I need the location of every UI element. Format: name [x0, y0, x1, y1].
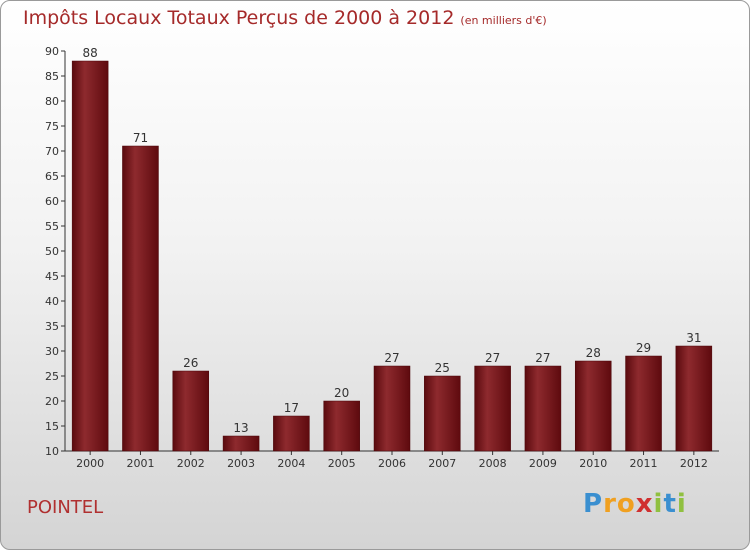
y-tick-label: 85: [45, 70, 59, 83]
x-tick-label: 2002: [177, 457, 205, 470]
logo-letter: r: [603, 489, 617, 519]
logo-letter: i: [676, 489, 687, 519]
y-tick-label: 45: [45, 270, 59, 283]
bar-2010: [574, 360, 612, 452]
y-tick-label: 15: [45, 420, 59, 433]
y-tick-label: 65: [45, 170, 59, 183]
y-tick-label: 30: [45, 345, 59, 358]
y-tick-label: 40: [45, 295, 59, 308]
y-tick-label: 50: [45, 245, 59, 258]
y-tick-label: 80: [45, 95, 59, 108]
title-text: Impôts Locaux Totaux Perçus de 2000 à 20…: [23, 7, 455, 29]
logo-letter: t: [663, 489, 677, 519]
bar-2002: [172, 370, 210, 452]
unit-label: (en milliers d'€): [460, 14, 547, 27]
value-label: 27: [485, 351, 500, 365]
x-tick-label: 2005: [328, 457, 356, 470]
bar-2011: [625, 355, 662, 452]
logo-letter: i: [653, 489, 664, 519]
y-tick-label: 90: [45, 45, 59, 58]
value-label: 29: [636, 341, 651, 355]
value-label: 27: [535, 351, 550, 365]
value-label: 25: [435, 361, 450, 375]
x-tick-label: 2007: [428, 457, 456, 470]
bar-2008: [474, 365, 511, 452]
y-tick-label: 60: [45, 195, 59, 208]
bar-2004: [273, 415, 310, 452]
y-tick-label: 20: [45, 395, 59, 408]
bar-2000: [71, 60, 109, 452]
y-tick-label: 75: [45, 120, 59, 133]
value-label: 71: [133, 131, 148, 145]
value-label: 31: [686, 331, 701, 345]
y-tick-label: 10: [45, 445, 59, 458]
location-name: POINTEL: [27, 497, 104, 518]
chart-title: Impôts Locaux Totaux Perçus de 2000 à 20…: [23, 7, 547, 29]
bar-2005: [323, 400, 360, 452]
value-label: 88: [83, 46, 98, 60]
x-tick-label: 2012: [680, 457, 708, 470]
value-label: 26: [183, 356, 198, 370]
value-label: 20: [334, 386, 349, 400]
x-tick-label: 2001: [126, 457, 154, 470]
logo-letter: P: [583, 489, 604, 519]
value-label: 28: [586, 346, 601, 360]
y-tick-label: 70: [45, 145, 59, 158]
proxiti-logo: Proxiti: [583, 489, 687, 519]
x-tick-label: 2009: [529, 457, 557, 470]
logo-letter: o: [616, 489, 636, 519]
x-tick-label: 2008: [479, 457, 507, 470]
value-label: 27: [384, 351, 399, 365]
logo-letter: x: [635, 489, 654, 519]
bar-2009: [524, 365, 562, 452]
bar-2001: [122, 145, 159, 452]
bar-2003: [222, 435, 260, 452]
y-tick-label: 35: [45, 320, 59, 333]
bar-2006: [373, 365, 411, 452]
y-tick-label: 55: [45, 220, 59, 233]
bar-2007: [424, 375, 461, 452]
x-tick-label: 2003: [227, 457, 255, 470]
x-tick-label: 2006: [378, 457, 406, 470]
x-tick-label: 2011: [630, 457, 658, 470]
x-tick-label: 2010: [579, 457, 607, 470]
x-tick-label: 2004: [277, 457, 305, 470]
y-tick-label: 25: [45, 370, 59, 383]
value-label: 17: [284, 401, 299, 415]
value-label: 13: [233, 421, 248, 435]
x-tick-label: 2000: [76, 457, 104, 470]
bar-2012: [675, 345, 713, 452]
